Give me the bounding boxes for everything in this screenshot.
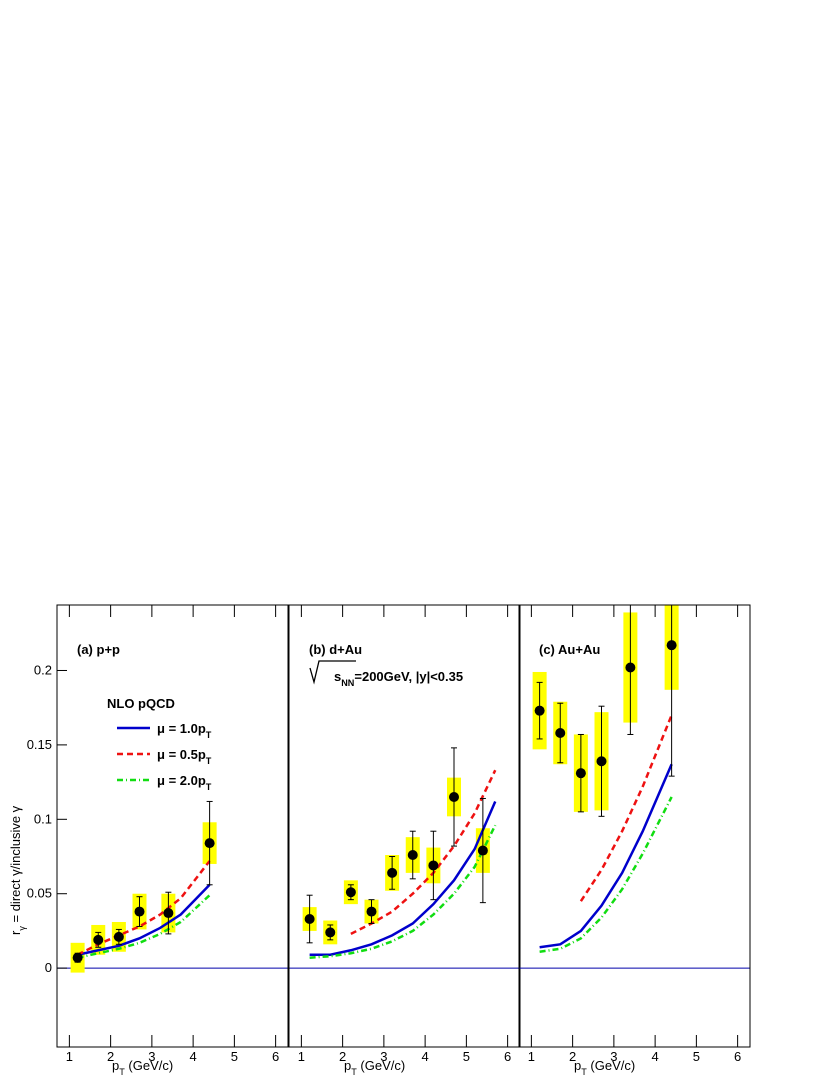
curve [309,800,497,956]
x-axis-label: pT (GeV/c) [344,1058,405,1075]
x-axis-label-main: p [344,1058,351,1073]
x-tick-label: 6 [504,1049,511,1064]
curve [539,763,673,949]
data-point [72,952,83,963]
annotation-rest: =200GeV, |y|<0.35 [354,669,463,684]
data-point [666,640,677,651]
x-tick-label: 1 [66,1049,73,1064]
data-point [163,908,174,919]
y-tick-label: 0.05 [27,886,52,901]
data-point [477,845,488,856]
data-point [113,931,124,942]
data-point [625,662,636,673]
y-axis-label: rγ = direct γ/inclusive γ [8,805,27,935]
plot-area [519,605,750,969]
data-point [345,887,356,898]
x-axis-label-rest: (GeV/c) [587,1058,635,1073]
x-tick-label: 2 [339,1049,346,1064]
data-point [534,705,545,716]
legend-label: μ = 0.5pT [157,747,212,766]
data-point [366,906,377,917]
y-tick-label: 0.1 [34,811,52,826]
panel-frame [56,604,289,1048]
panel-title: (c) Au+Au [539,642,600,657]
y-axis-label-sub: γ [17,926,27,931]
panel-frame [518,604,751,1048]
x-axis-label-sub: T [119,1067,125,1075]
x-tick-label: 4 [652,1049,659,1064]
legend-label-sub: T [206,730,212,740]
x-axis-label-main: p [112,1058,119,1073]
x-axis-label: pT (GeV/c) [112,1058,173,1075]
data-point [428,860,439,871]
x-tick-label: 6 [734,1049,741,1064]
data-point [93,934,104,945]
x-axis-label-main: p [574,1058,581,1073]
curve [539,796,673,953]
x-tick-label: 1 [528,1049,535,1064]
legend-title: NLO pQCD [107,696,175,711]
data-point [134,906,145,917]
x-axis-label-rest: (GeV/c) [125,1058,173,1073]
data-point [204,838,215,849]
annotation: sNN=200GeV, |y|<0.35 [334,669,463,688]
x-axis-label: pT (GeV/c) [574,1058,635,1075]
data-point [596,756,607,767]
curve [77,883,211,956]
x-tick-label: 3 [148,1049,155,1064]
data-point [387,867,398,878]
y-tick-label: 0 [45,960,52,975]
data-point [325,927,336,938]
legend-label-main: μ = 1.0p [157,721,206,736]
x-axis-label-sub: T [351,1067,357,1075]
legend-label-sub: T [206,782,212,792]
curve [579,714,673,902]
x-tick-label: 2 [107,1049,114,1064]
y-tick-label: 0.2 [34,662,52,677]
legend-label: μ = 2.0pT [157,773,212,792]
x-axis-label-rest: (GeV/c) [357,1058,405,1073]
radical-sign [309,660,356,685]
y-axis-label-main: r [8,930,23,935]
x-tick-label: 5 [693,1049,700,1064]
x-tick-label: 6 [272,1049,279,1064]
curve [309,824,497,959]
data-point [304,914,315,925]
curve [77,894,211,959]
plot-area [289,747,520,969]
x-tick-label: 2 [569,1049,576,1064]
x-tick-label: 1 [298,1049,305,1064]
legend-label-main: μ = 0.5p [157,747,206,762]
data-point [407,850,418,861]
legend-label-sub: T [206,756,212,766]
panel-frame [288,604,521,1048]
x-tick-label: 4 [422,1049,429,1064]
x-tick-label: 4 [190,1049,197,1064]
y-tick-label: 0.15 [27,737,52,752]
x-tick-label: 5 [231,1049,238,1064]
x-tick-label: 3 [380,1049,387,1064]
x-tick-label: 3 [610,1049,617,1064]
x-tick-label: 5 [463,1049,470,1064]
panel-title: (a) p+p [77,642,120,657]
x-axis-label-sub: T [581,1067,587,1075]
legend-label: μ = 1.0pT [157,721,212,740]
panel-title: (b) d+Au [309,642,362,657]
annotation-main: s [334,669,341,684]
plot-area [57,800,288,973]
data-point [555,727,566,738]
y-axis-label-rest: = direct γ/inclusive γ [8,805,23,926]
data-point [575,768,586,779]
legend-label-main: μ = 2.0p [157,773,206,788]
data-point [449,791,459,802]
annotation-sub: NN [341,678,354,688]
